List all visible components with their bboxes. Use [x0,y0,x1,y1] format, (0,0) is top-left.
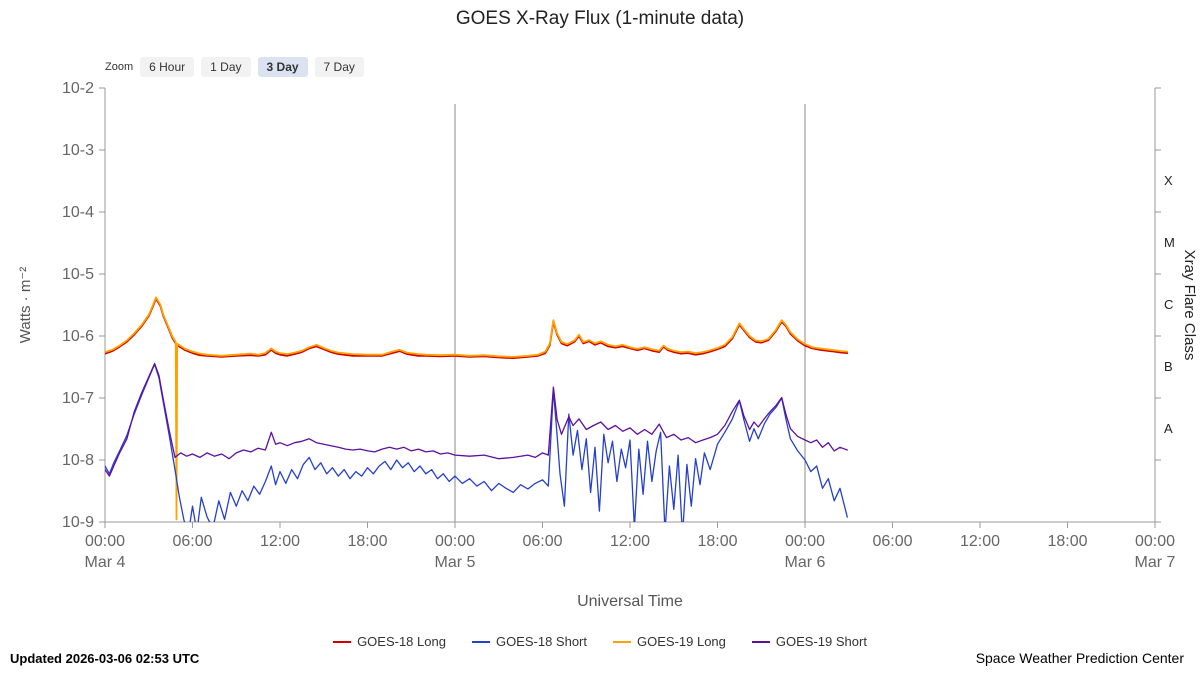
zoom-button-6-hour[interactable]: 6 Hour [140,57,195,77]
x-axis-time-label: 06:00 [522,533,562,550]
y-axis-tick-label: 10-3 [62,142,94,159]
legend-label: GOES-19 Short [775,634,867,649]
zoom-button-7-day[interactable]: 7 Day [314,57,364,77]
y-axis-title: Watts · m⁻² [17,267,34,344]
y-axis-tick-label: 10-5 [62,266,94,283]
x-axis-time-label: 00:00 [85,533,125,550]
legend-item-goes-19-short[interactable]: GOES-19 Short [751,634,867,649]
x-axis-title: Universal Time [577,593,683,610]
x-axis-date-label: Mar 4 [85,554,126,571]
x-axis-date-label: Mar 5 [435,554,476,571]
x-axis-time-label: 00:00 [1135,533,1175,550]
legend-swatch [471,640,490,643]
x-axis-time-label: 06:00 [172,533,212,550]
legend-label: GOES-18 Long [357,634,446,649]
flare-class-label: A [1164,421,1173,436]
x-axis-date-label: Mar 6 [785,554,826,571]
flare-class-label: B [1164,359,1173,374]
y2-axis-title: Xray Flare Class [1181,250,1198,361]
x-axis-time-label: 06:00 [872,533,912,550]
flare-class-label: C [1164,297,1173,312]
series-group [105,296,849,522]
x-axis-time-label: 00:00 [785,533,825,550]
zoom-label: Zoom [105,61,134,73]
zoom-button-3-day[interactable]: 3 Day [257,57,308,77]
x-axis-time-label: 18:00 [1047,533,1087,550]
x-axis-date-label: Mar 7 [1135,554,1176,571]
x-axis-time-label: 12:00 [960,533,1000,550]
x-axis-time-label: 00:00 [435,533,475,550]
x-axis-time-label: 12:00 [260,533,300,550]
legend-item-goes-18-long[interactable]: GOES-18 Long [333,634,446,649]
source-credit: Space Weather Prediction Center [975,650,1184,666]
x-axis-time-label: 12:00 [610,533,650,550]
legend-swatch [613,640,631,643]
y-axis-tick-label: 10-6 [62,328,94,345]
series-goes-19-short [105,362,848,477]
chart-title: GOES X-Ray Flux (1-minute data) [455,8,745,29]
legend-swatch [333,640,352,643]
updated-timestamp: Updated 2026-03-06 02:53 UTC [10,651,200,666]
legend-item-goes-19-long[interactable]: GOES-19 Long [613,634,726,649]
legend-label: GOES-19 Long [637,634,726,649]
zoom-range-selector: Zoom 6 Hour 1 Day 3 Day 7 Day [105,57,364,77]
legend-swatch [751,640,770,643]
y-axis-tick-label: 10-8 [62,452,94,469]
x-axis-time-label: 18:00 [347,533,387,550]
y-axis-tick-label: 10-7 [62,390,94,407]
series-goes-18-short [105,363,848,522]
x-axis-time-label: 18:00 [697,533,737,550]
flare-class-label: X [1164,173,1173,188]
legend-label: GOES-18 Short [495,634,587,649]
legend: GOES-18 Long GOES-18 Short GOES-19 Long GOE… [0,634,1200,649]
series-goes-19-long [105,296,849,521]
flare-class-label: M [1164,235,1175,250]
legend-item-goes-18-short[interactable]: GOES-18 Short [471,634,587,649]
zoom-button-1-day[interactable]: 1 Day [201,57,251,77]
y-axis-tick-label: 10-9 [62,514,94,531]
y-axis-tick-label: 10-4 [62,204,94,221]
y-axis-tick-label: 10-2 [62,80,94,97]
